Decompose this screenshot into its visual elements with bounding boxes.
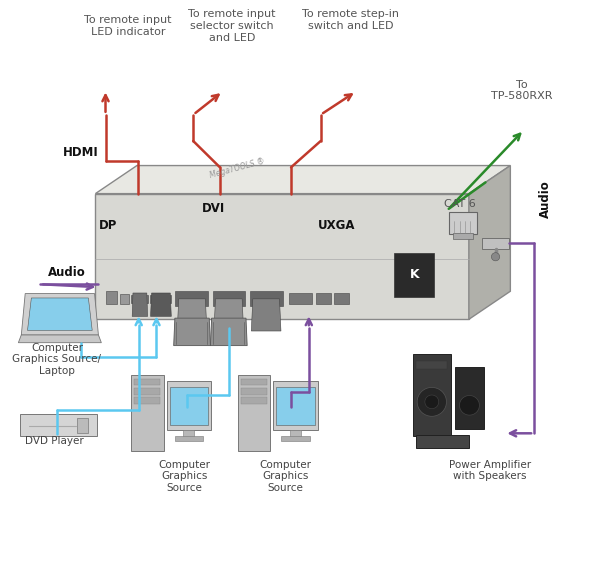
Polygon shape [121, 294, 128, 304]
Circle shape [417, 387, 447, 416]
Text: K: K [410, 268, 419, 281]
Polygon shape [134, 388, 161, 394]
Polygon shape [174, 437, 203, 441]
Polygon shape [334, 293, 349, 304]
Circle shape [425, 395, 439, 408]
Polygon shape [21, 294, 99, 335]
Polygon shape [241, 388, 267, 394]
Polygon shape [150, 293, 171, 316]
Polygon shape [241, 379, 267, 386]
Polygon shape [96, 193, 469, 319]
Polygon shape [241, 397, 267, 404]
Text: DVI: DVI [202, 202, 226, 214]
Polygon shape [273, 381, 318, 430]
Text: DP: DP [99, 219, 117, 232]
Polygon shape [106, 291, 117, 304]
Polygon shape [174, 318, 210, 346]
Polygon shape [213, 291, 245, 305]
Polygon shape [416, 435, 469, 448]
Text: Computer
Graphics
Source: Computer Graphics Source [158, 459, 210, 493]
Text: Audio: Audio [48, 266, 86, 279]
Polygon shape [170, 387, 208, 425]
Polygon shape [19, 335, 101, 343]
Polygon shape [289, 293, 312, 304]
Text: Computer
Graphics Source/
Laptop: Computer Graphics Source/ Laptop [13, 343, 101, 376]
Polygon shape [167, 381, 211, 430]
Polygon shape [20, 414, 97, 436]
Polygon shape [469, 166, 510, 319]
Polygon shape [449, 212, 477, 234]
Polygon shape [150, 295, 171, 303]
Polygon shape [132, 293, 147, 316]
Text: To
TP-580RXR: To TP-580RXR [491, 80, 553, 101]
Polygon shape [177, 299, 207, 331]
Polygon shape [394, 253, 435, 297]
Polygon shape [238, 375, 270, 451]
Text: Power Amplifier
with Speakers: Power Amplifier with Speakers [448, 459, 531, 481]
Polygon shape [134, 397, 161, 404]
Text: To remote input
selector switch
and LED: To remote input selector switch and LED [188, 9, 275, 43]
Text: MegaTOOLS ®: MegaTOOLS ® [209, 157, 266, 180]
Polygon shape [176, 291, 208, 305]
Text: DVD Player: DVD Player [24, 436, 84, 446]
Text: Computer
Graphics
Source: Computer Graphics Source [259, 459, 311, 493]
Text: To remote step-in
switch and LED: To remote step-in switch and LED [302, 9, 399, 31]
Polygon shape [131, 375, 164, 451]
Polygon shape [413, 355, 451, 436]
Polygon shape [456, 367, 484, 428]
Polygon shape [251, 299, 281, 331]
Polygon shape [276, 387, 315, 425]
Text: Audio: Audio [540, 180, 552, 219]
Polygon shape [290, 430, 301, 437]
Polygon shape [210, 318, 247, 346]
Text: To remote input
LED indicator: To remote input LED indicator [84, 15, 172, 37]
Polygon shape [281, 437, 310, 441]
Circle shape [491, 253, 500, 261]
Polygon shape [416, 361, 447, 369]
Polygon shape [214, 299, 244, 331]
Text: HDMI: HDMI [63, 146, 99, 159]
Polygon shape [131, 295, 147, 303]
Text: CAT 6: CAT 6 [444, 199, 476, 209]
Polygon shape [134, 379, 161, 386]
Polygon shape [250, 291, 283, 305]
Circle shape [460, 396, 479, 415]
Polygon shape [96, 166, 510, 193]
Polygon shape [77, 418, 88, 433]
Polygon shape [482, 238, 509, 248]
Polygon shape [27, 298, 92, 331]
Polygon shape [183, 430, 194, 437]
Polygon shape [453, 233, 473, 239]
Text: UXGA: UXGA [318, 219, 355, 232]
Polygon shape [316, 293, 331, 304]
